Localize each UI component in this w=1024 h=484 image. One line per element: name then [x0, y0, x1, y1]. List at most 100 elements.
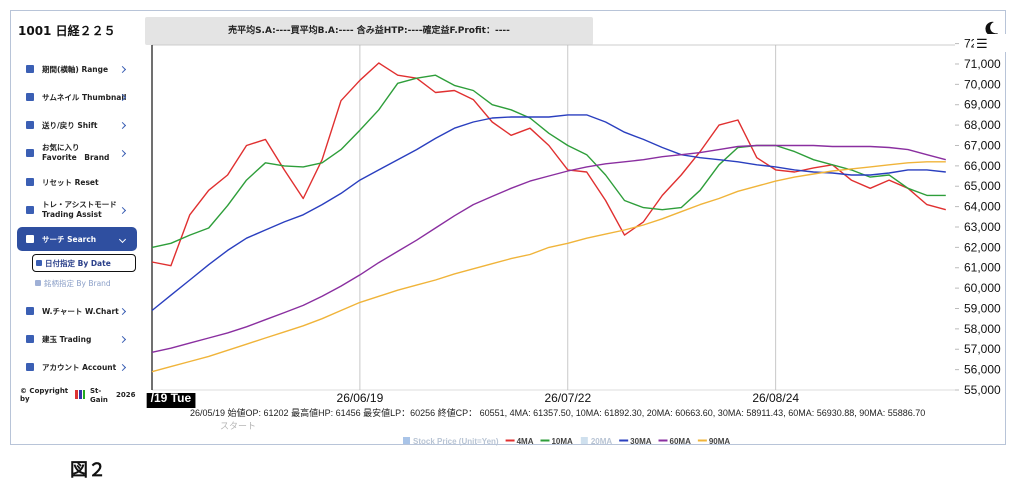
y-tick-label: 59,000 — [964, 301, 1001, 315]
legend-label: 30MA — [630, 437, 652, 446]
menu-icon — [26, 93, 34, 101]
ma-line — [151, 144, 946, 353]
y-tick-label: 64,000 — [964, 200, 1001, 214]
menu-label-line: Favorite Brand — [42, 153, 110, 162]
menu-icon — [26, 307, 34, 315]
menu-icon — [26, 121, 34, 129]
legend-swatch — [580, 437, 588, 444]
brand-name: St-Gain — [90, 387, 108, 404]
menu-label-line: トレ・アシストモード — [42, 200, 117, 209]
legend-label: 90MA — [709, 437, 731, 446]
ma-line — [151, 161, 946, 373]
menu-item[interactable]: 銘柄指定 By Brand — [32, 273, 136, 293]
menu-icon — [35, 280, 41, 286]
legend-label: 20MA — [591, 437, 613, 446]
menu-label-line: Trading Assist — [42, 210, 102, 219]
menu-icon — [26, 149, 34, 157]
menu-item[interactable]: サーチ Search — [17, 227, 137, 251]
crosshair-label-bg — [146, 393, 196, 408]
menu-item[interactable]: サムネイル Thumbnail — [17, 87, 137, 107]
ma-line — [151, 62, 946, 267]
legend-item[interactable]: 30MA — [619, 437, 652, 446]
legend-item[interactable]: 10MA — [540, 437, 573, 446]
brand-logo — [75, 390, 85, 399]
menu-label: リセット Reset — [42, 177, 99, 187]
menu-label: W.チャート W.Chart — [42, 306, 119, 316]
app-title: 1001 日経２２５ — [18, 24, 116, 38]
menu-label: 送り/戻り Shift — [42, 120, 98, 130]
menu-icon — [26, 65, 34, 73]
menu-item[interactable]: アカウント Account — [17, 357, 137, 377]
menu-label: アカウント Account — [42, 362, 117, 372]
y-tick-label: 57,000 — [964, 342, 1001, 356]
menu-button-bg — [974, 34, 1006, 52]
copyright: © Copyright by St-Gain 2026 — [20, 387, 135, 404]
copyright-line: by — [20, 395, 30, 403]
x-tick-label: 26/06/19 — [337, 391, 384, 405]
menu-label: トレ・アシストモード Trading Assist — [42, 200, 117, 220]
legend-item[interactable]: 4MA — [505, 437, 534, 446]
menu-item[interactable]: 期間(横軸) Range — [17, 59, 137, 79]
figure-caption: 図２ — [70, 460, 106, 481]
legend-item[interactable]: 60MA — [658, 437, 692, 446]
menu-item[interactable]: 建玉 Trading — [17, 329, 137, 349]
y-tick-label: 71,000 — [964, 57, 1001, 71]
ma-line — [151, 114, 946, 312]
menu-icon — [26, 178, 34, 186]
y-tick-label: 68,000 — [964, 118, 1001, 132]
y-tick-label: 70,000 — [964, 77, 1001, 91]
dark-mode-icon[interactable] — [985, 21, 998, 36]
menu-label: サムネイル Thumbnail — [42, 92, 127, 102]
ohlc-info: 26/05/19 始値OP: 61202 最高値HP: 61456 最安値LP：… — [190, 407, 925, 418]
y-tick-label: 62,000 — [964, 240, 1001, 254]
menu-item[interactable]: W.チャート W.Chart — [17, 301, 137, 321]
status-bar: 売平均S.A:----買平均B.A:---- 含み益HTP:----確定益F.P… — [145, 17, 593, 45]
menu-item[interactable]: 日付指定 By Date — [32, 254, 136, 272]
legend-label: 4MA — [517, 437, 534, 446]
crosshair-label: /19 Tue — [151, 391, 192, 405]
ma-line — [151, 74, 946, 249]
y-tick-label: 66,000 — [964, 159, 1001, 173]
menu-label: 期間(横軸) Range — [42, 64, 109, 74]
copyright-year: 2026 — [116, 391, 136, 399]
y-tick-label: 65,000 — [964, 179, 1001, 193]
menu-label: お気に入り Favorite Brand — [42, 143, 109, 163]
y-tick-label: 56,000 — [964, 363, 1001, 377]
copyright-line: © Copyright — [20, 387, 69, 395]
menu-item[interactable]: 送り/戻り Shift — [17, 115, 137, 135]
y-tick-label: 67,000 — [964, 138, 1001, 152]
menu-label: 日付指定 By Date — [45, 258, 111, 268]
menu-label: サーチ Search — [42, 234, 97, 244]
legend-label: Stock Price (Unit=Yen) — [413, 437, 499, 446]
legend-item[interactable]: 20MA — [580, 437, 613, 446]
y-tick-label: 60,000 — [964, 281, 1001, 295]
app-frame — [10, 10, 1006, 445]
y-tick-label: 55,000 — [964, 383, 1001, 397]
y-tick-label: 63,000 — [964, 220, 1001, 234]
menu-label: 銘柄指定 By Brand — [44, 278, 111, 288]
menu-label: 建玉 Trading — [42, 334, 92, 344]
menu-item[interactable]: リセット Reset — [17, 172, 137, 192]
x-tick-label: 26/07/22 — [544, 391, 591, 405]
menu-item[interactable]: トレ・アシストモード Trading Assist — [17, 200, 137, 220]
legend-item[interactable]: Stock Price (Unit=Yen) — [403, 437, 499, 446]
menu-icon — [26, 363, 34, 371]
x-tick-label: 26/08/24 — [752, 391, 799, 405]
menu-icon — [36, 260, 42, 266]
menu-item[interactable]: お気に入り Favorite Brand — [17, 143, 137, 163]
menu-icon — [26, 235, 34, 243]
menu-icon — [26, 335, 34, 343]
menu-button[interactable]: ☰ — [976, 36, 988, 51]
y-tick-label: 58,000 — [964, 322, 1001, 336]
y-tick-label: 61,000 — [964, 261, 1001, 275]
menu-label-line: お気に入り — [42, 143, 80, 152]
legend-label: 60MA — [670, 437, 692, 446]
y-tick-label: 69,000 — [964, 98, 1001, 112]
menu-icon — [26, 206, 34, 214]
legend-item[interactable]: 90MA — [697, 437, 731, 446]
legend-swatch — [403, 437, 410, 444]
legend-label: 10MA — [551, 437, 573, 446]
start-label: スタート — [220, 421, 256, 431]
